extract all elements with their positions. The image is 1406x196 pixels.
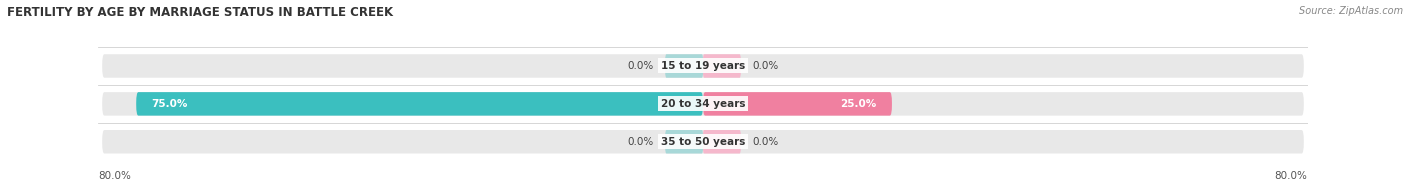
FancyBboxPatch shape (103, 92, 1303, 116)
Text: 0.0%: 0.0% (752, 61, 779, 71)
FancyBboxPatch shape (103, 54, 1303, 78)
Text: 0.0%: 0.0% (627, 61, 654, 71)
Text: 35 to 50 years: 35 to 50 years (661, 137, 745, 147)
Text: 0.0%: 0.0% (752, 137, 779, 147)
Text: 25.0%: 25.0% (841, 99, 877, 109)
Text: 0.0%: 0.0% (627, 137, 654, 147)
FancyBboxPatch shape (703, 54, 741, 78)
Text: FERTILITY BY AGE BY MARRIAGE STATUS IN BATTLE CREEK: FERTILITY BY AGE BY MARRIAGE STATUS IN B… (7, 6, 394, 19)
Text: 15 to 19 years: 15 to 19 years (661, 61, 745, 71)
Text: 20 to 34 years: 20 to 34 years (661, 99, 745, 109)
Text: 80.0%: 80.0% (1275, 171, 1308, 181)
Text: Source: ZipAtlas.com: Source: ZipAtlas.com (1299, 6, 1403, 16)
FancyBboxPatch shape (703, 130, 741, 153)
Text: 75.0%: 75.0% (152, 99, 187, 109)
FancyBboxPatch shape (665, 54, 703, 78)
FancyBboxPatch shape (103, 130, 1303, 153)
FancyBboxPatch shape (136, 92, 703, 116)
FancyBboxPatch shape (665, 130, 703, 153)
FancyBboxPatch shape (703, 92, 891, 116)
Text: 80.0%: 80.0% (98, 171, 131, 181)
